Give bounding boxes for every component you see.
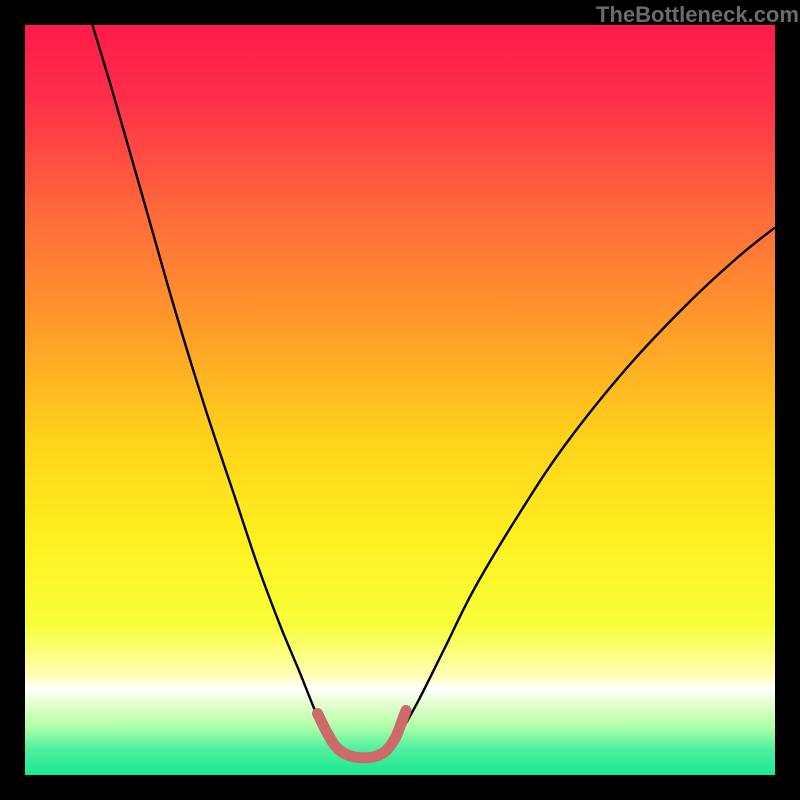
chart-svg — [25, 25, 775, 775]
gradient-background — [25, 25, 775, 775]
watermark-text: TheBottleneck.com — [596, 2, 799, 28]
